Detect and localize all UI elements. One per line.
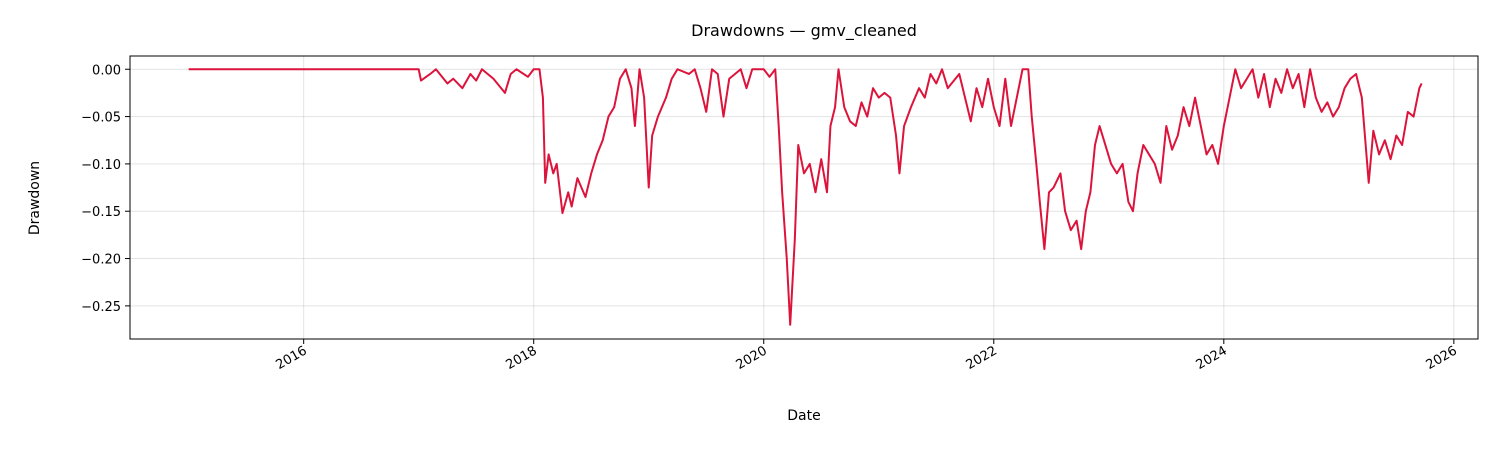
y-tick-label: −0.20	[81, 253, 121, 268]
x-tick-label: 2018	[504, 343, 540, 373]
y-tick-label: 0.00	[92, 63, 121, 78]
x-tick-label: 2016	[274, 343, 310, 373]
x-tick-label: 2022	[964, 343, 1000, 373]
x-axis-label: Date	[787, 408, 820, 424]
y-tick-label: −0.10	[81, 158, 121, 173]
y-tick-label: −0.05	[81, 111, 121, 126]
x-tick-label: 2024	[1194, 343, 1230, 373]
y-tick-label: −0.25	[81, 300, 121, 315]
x-tick-label: 2026	[1424, 343, 1460, 373]
plot-frame	[129, 55, 1479, 340]
y-axis-label: Drawdown	[27, 161, 43, 235]
y-tick-label: −0.15	[81, 205, 121, 220]
chart-title: Drawdowns — gmv_cleaned	[691, 21, 917, 41]
drawdown-line	[188, 68, 1423, 326]
x-tick-label: 2020	[734, 343, 770, 373]
